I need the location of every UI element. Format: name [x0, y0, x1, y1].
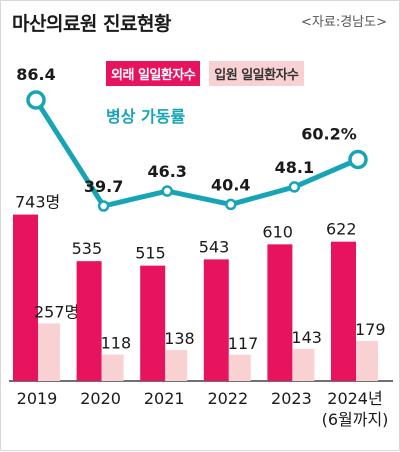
label-occupancy-2022: 40.4: [211, 175, 250, 194]
label-occupancy-2023: 48.1: [275, 158, 314, 177]
label-occupancy-2021: 46.3: [147, 162, 186, 181]
bar-outpatient-2024년: [331, 241, 356, 381]
x-tick-note-2024년: (6월까지): [322, 410, 389, 429]
label-occupancy-2019: 86.4: [16, 65, 55, 84]
label-inpatient-2023: 143: [291, 328, 322, 347]
bar-inpatient-2023: [292, 348, 315, 381]
label-inpatient-2020: 118: [101, 334, 132, 353]
bar-inpatient-2020: [101, 354, 124, 381]
bar-outpatient-2023: [267, 244, 293, 381]
occupancy-line: [33, 98, 359, 209]
label-outpatient-2022: 543: [199, 237, 230, 256]
bar-outpatient-2020: [76, 261, 102, 381]
occupancy-point-2023: [288, 181, 301, 193]
chart-title: 마산의료원 진료현황: [12, 13, 171, 35]
bar-outpatient-2022: [203, 259, 229, 381]
label-inpatient-2019: 257명: [34, 302, 79, 321]
source-note: <자료:경남도>: [301, 15, 387, 30]
bar-inpatient-2022: [228, 354, 251, 381]
legend: 외래 일일환자수 입원 일일환자수: [106, 61, 304, 86]
x-tick-2023: 2023: [271, 389, 312, 408]
label-outpatient-2019: 743명: [15, 193, 60, 212]
label-occupancy-2024년: 60.2%: [301, 124, 357, 143]
bar-inpatient-2021: [165, 350, 188, 381]
x-tick-2020: 2020: [80, 389, 121, 408]
occupancy-point-2024년: [348, 149, 368, 170]
legend-inpatient: 입원 일일환자수: [209, 61, 304, 86]
label-outpatient-2020: 535: [72, 239, 103, 258]
occupancy-point-2020: [97, 200, 110, 212]
label-outpatient-2023: 610: [262, 222, 293, 241]
label-outpatient-2024년: 622: [326, 220, 357, 239]
x-tick-2024년: 2024년: [327, 389, 382, 408]
bar-outpatient-2019: [13, 214, 38, 381]
occupancy-point-2021: [161, 185, 173, 197]
bar-inpatient-2024년: [356, 340, 378, 381]
bar-inpatient-2019: [38, 323, 60, 381]
label-outpatient-2021: 515: [135, 244, 166, 263]
legend-outpatient: 외래 일일환자수: [106, 61, 201, 86]
bar-outpatient-2021: [140, 265, 166, 381]
label-inpatient-2022: 117: [228, 334, 259, 353]
label-occupancy-2020: 39.7: [84, 177, 123, 196]
label-inpatient-2024년: 179: [355, 320, 386, 339]
occupancy-point-2022: [225, 198, 237, 211]
x-tick-2022: 2022: [207, 389, 248, 408]
x-tick-2019: 2019: [17, 389, 58, 408]
occupancy-series-label: 병상 가동률: [106, 107, 185, 126]
label-inpatient-2021: 138: [164, 329, 195, 348]
occupancy-point-2019: [26, 90, 46, 110]
x-tick-2021: 2021: [144, 389, 185, 408]
